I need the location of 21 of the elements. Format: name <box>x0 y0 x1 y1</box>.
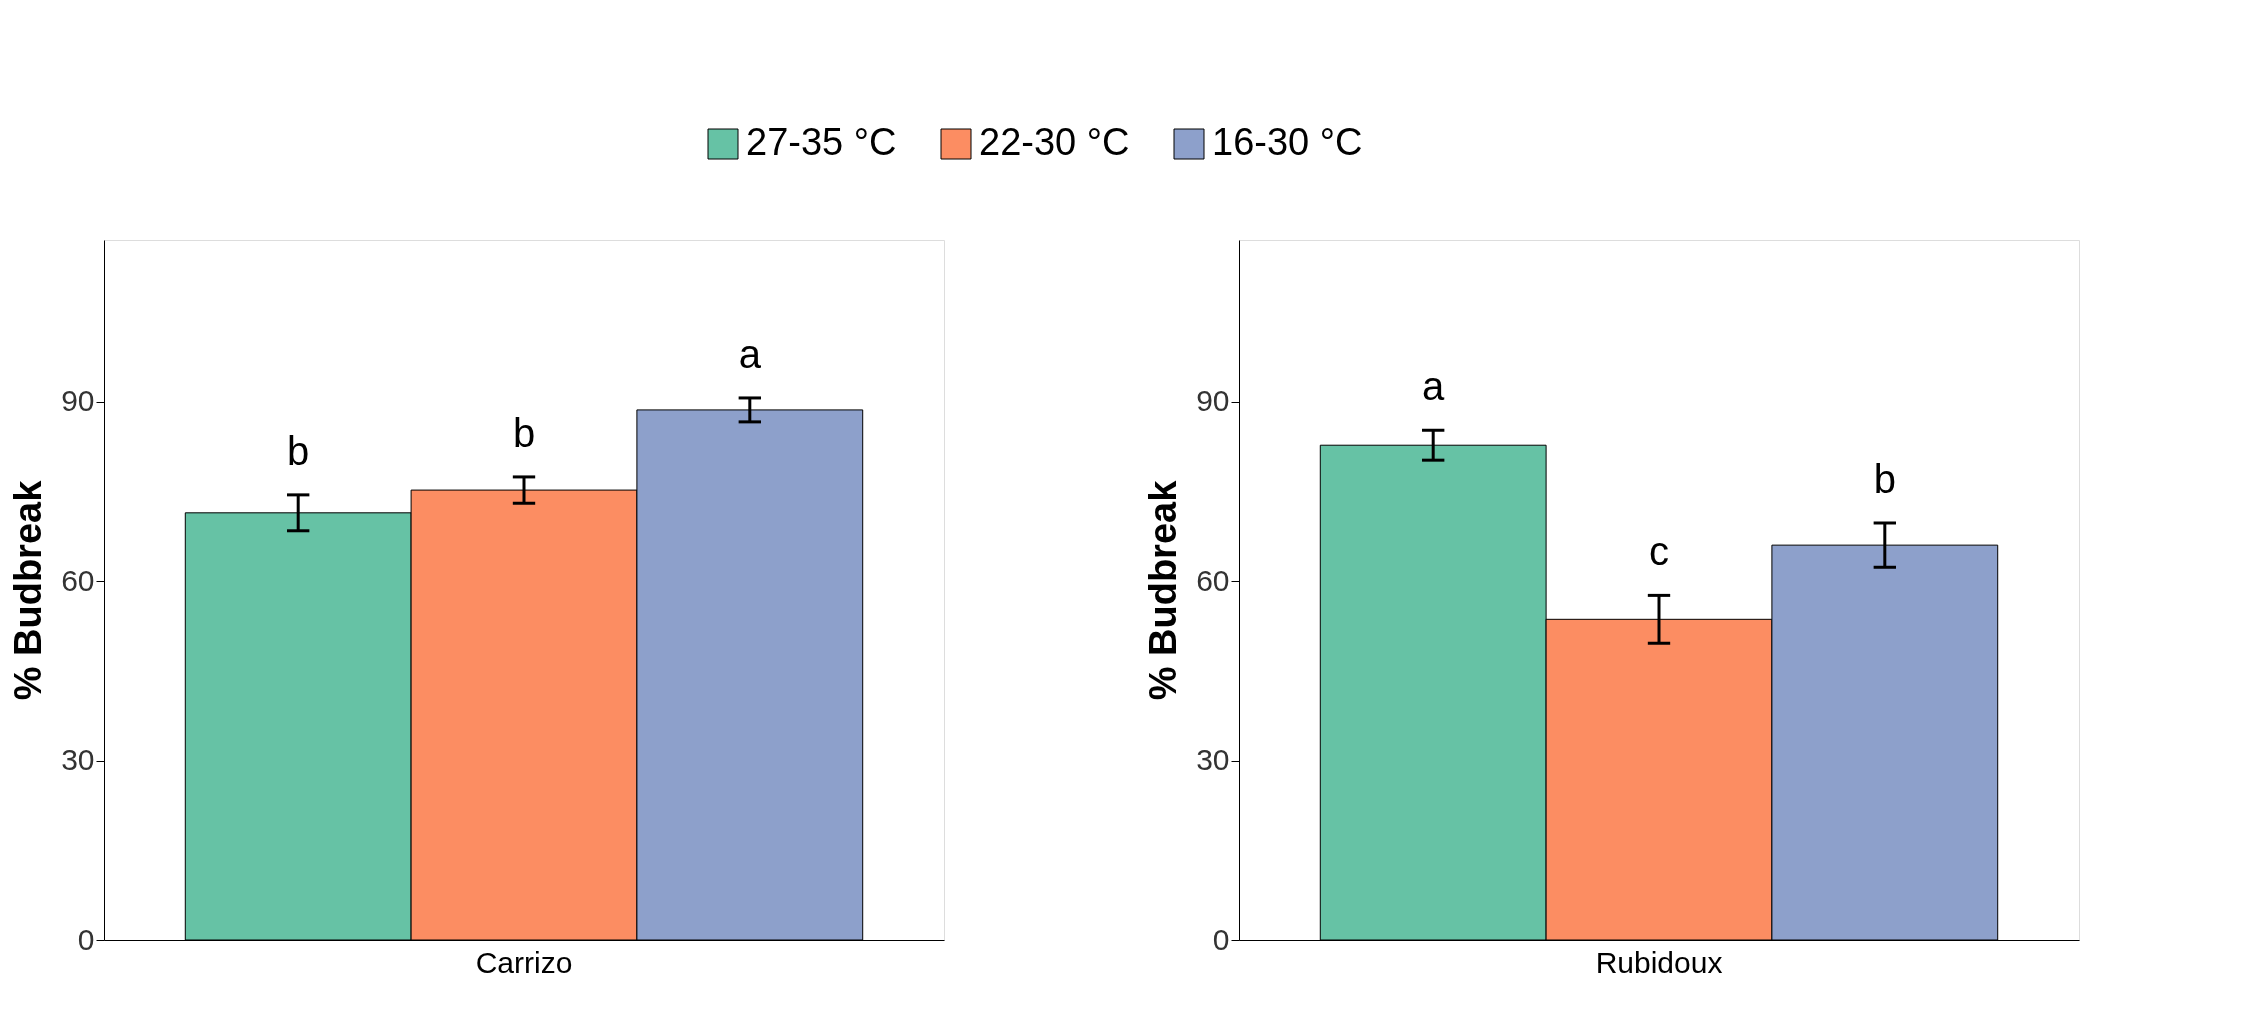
legend-label: 16-30 °C <box>1212 121 1363 163</box>
y-tick-label: 90 <box>1196 384 1230 418</box>
legend-label: 27-35 °C <box>746 121 897 163</box>
x-tick-label: Rubidoux <box>1595 945 1723 979</box>
y-tick-label: 0 <box>1212 922 1230 956</box>
y-tick-label: 30 <box>1196 743 1230 777</box>
annotation: b <box>1873 456 1896 501</box>
annotation: a <box>738 331 762 376</box>
y-tick-label: 0 <box>77 922 95 956</box>
y-tick-label: 60 <box>61 563 95 597</box>
annotation: a <box>1422 364 1446 409</box>
annotation: b <box>287 428 310 473</box>
y-axis-title: % Budbreak <box>7 479 50 701</box>
x-tick-label: Carrizo <box>475 945 573 979</box>
annotation: b <box>512 410 536 455</box>
y-axis-title: % Budbreak <box>1142 479 1185 701</box>
y-tick-label: 30 <box>61 743 95 777</box>
y-tick-label: 60 <box>1196 563 1230 597</box>
annotation: c <box>1649 529 1669 574</box>
legend-label: 22-30 °C <box>979 121 1130 163</box>
y-tick-label: 90 <box>61 384 95 418</box>
